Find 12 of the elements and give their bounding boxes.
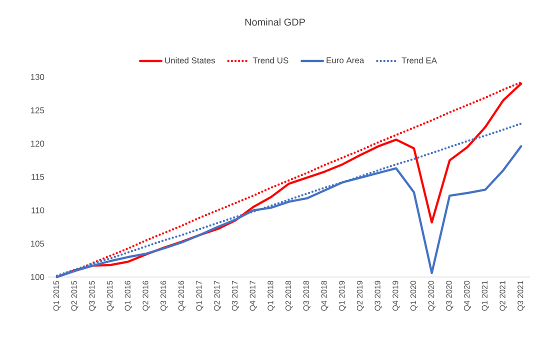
y-tick-label: 100 — [30, 274, 44, 280]
y-tick-label: 115 — [32, 174, 44, 180]
legend-label: Euro Area — [326, 57, 364, 64]
chart-title: Nominal GDP — [245, 18, 305, 26]
y-tick-label: 120 — [30, 140, 44, 147]
legend-label: United States — [165, 57, 215, 64]
y-tick-label: 105 — [30, 240, 44, 247]
y-tick-label: 125 — [30, 107, 44, 114]
y-tick-label: 130 — [30, 74, 44, 80]
y-tick-label: 110 — [32, 207, 44, 214]
legend-label: Trend EA — [402, 57, 437, 64]
legend-label: Trend US — [252, 57, 288, 64]
